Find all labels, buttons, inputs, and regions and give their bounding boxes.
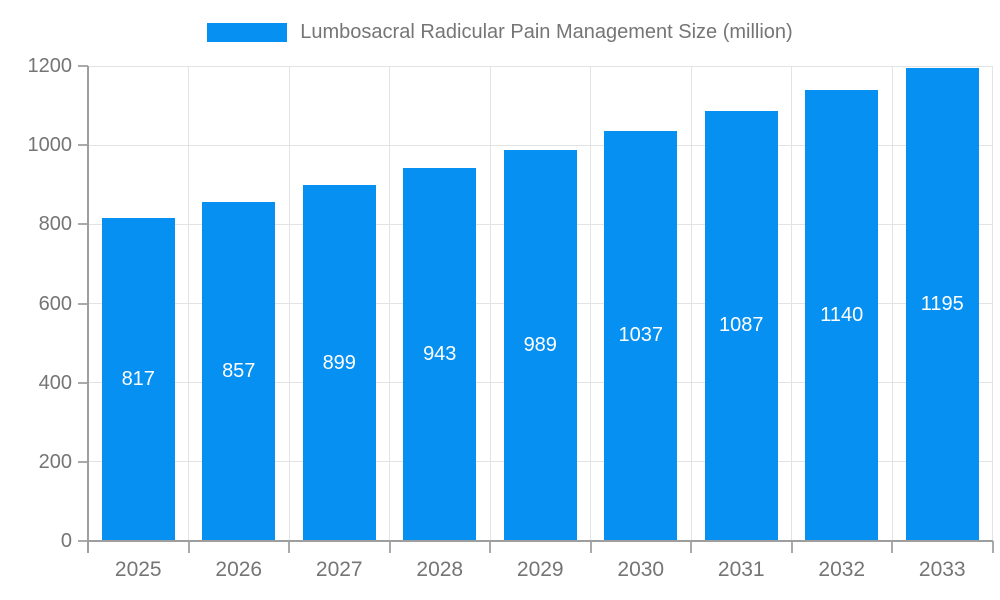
x-axis-tick [589,541,592,553]
y-axis-tick [78,223,88,226]
bar-value-label: 1087 [719,314,764,337]
gridline-vertical [489,66,491,541]
y-axis-tick-label: 400 [38,371,72,394]
bar-value-label: 817 [121,367,155,390]
bar-2026[interactable]: 857 [202,201,276,541]
bar-value-label: 899 [322,351,356,374]
x-axis-tick [288,541,290,553]
x-axis-tick [891,541,893,553]
x-axis-tick-label: 2030 [617,558,665,581]
x-axis-tick [690,541,692,553]
gridline-horizontal [88,65,993,67]
gridline-vertical [992,66,993,541]
x-axis-line [88,540,993,542]
bar-2030[interactable]: 1037 [604,130,678,541]
bar-value-label: 943 [423,342,457,365]
x-axis-tick [388,541,391,553]
bar-2025[interactable]: 817 [101,217,175,541]
bar-2031[interactable]: 1087 [704,110,778,541]
chart-legend[interactable]: Lumbosacral Radicular Pain Management Si… [0,19,1000,45]
bar-2033[interactable]: 1195 [905,67,979,541]
bar-value-label: 1140 [820,303,864,326]
y-axis-tick [78,381,88,384]
gridline-vertical [590,66,591,541]
x-axis-tick [991,541,994,553]
y-axis-tick-label: 200 [38,450,72,473]
y-axis-tick-label: 1000 [27,134,73,157]
x-axis-tick-label: 2029 [516,558,564,581]
x-axis-tick [187,541,190,553]
y-axis-tick [78,540,88,542]
bar-value-label: 857 [222,359,256,382]
gridline-vertical [188,66,189,541]
y-axis-line [87,66,89,553]
gridline-vertical [288,66,290,541]
gridline-vertical [690,66,692,541]
bar-2028[interactable]: 943 [403,167,477,541]
gridline-vertical [389,66,390,541]
x-axis-tick-label: 2026 [215,558,263,581]
y-axis-tick-label: 1200 [27,55,73,77]
x-axis-tick-label: 2033 [918,558,966,581]
legend-label: Lumbosacral Radicular Pain Management Si… [300,21,793,43]
bar-2029[interactable]: 989 [503,149,577,541]
y-axis-tick-label: 600 [38,292,72,315]
bar-2027[interactable]: 899 [302,185,376,541]
y-axis-tick [78,302,88,305]
x-axis-tick-label: 2027 [315,558,363,581]
y-axis-tick [78,144,88,147]
x-axis-tick [790,541,793,553]
gridline-horizontal [88,144,993,146]
y-axis-tick-label: 0 [60,530,72,552]
gridline-vertical [791,66,792,541]
bar-value-label: 1195 [920,292,964,315]
x-axis-tick-label: 2031 [717,558,765,581]
bar-value-label: 1037 [618,324,664,347]
x-axis-tick-label: 2025 [114,558,162,581]
x-axis-tick-label: 2032 [818,558,866,581]
bar-2032[interactable]: 1140 [805,89,879,541]
gridline-vertical [891,66,893,541]
x-axis-tick [489,541,491,553]
y-axis-tick [78,460,88,463]
y-axis-tick [78,65,88,67]
y-axis-tick-label: 800 [38,213,72,236]
x-axis-tick-label: 2028 [416,558,464,581]
legend-swatch [207,22,288,42]
bar-value-label: 989 [523,333,557,356]
